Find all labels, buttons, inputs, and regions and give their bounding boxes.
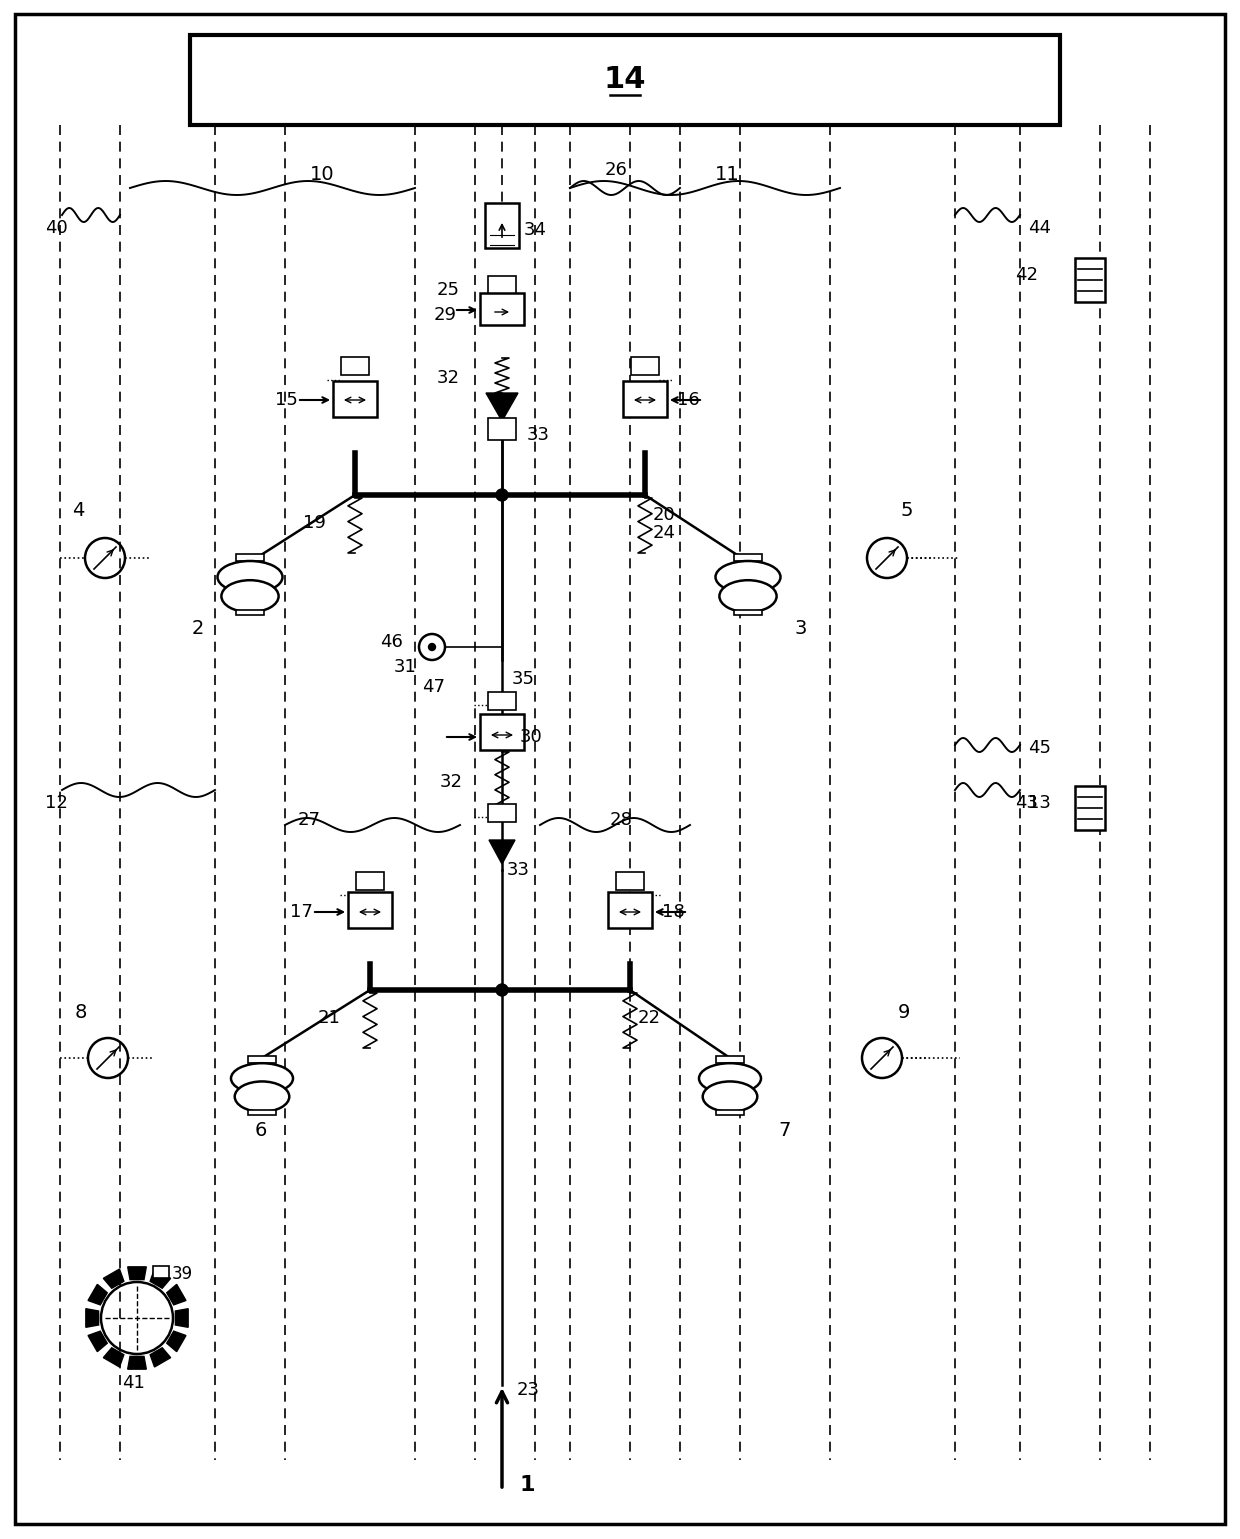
Ellipse shape xyxy=(231,1063,293,1094)
Ellipse shape xyxy=(715,562,780,593)
Text: 33: 33 xyxy=(527,426,551,443)
Bar xyxy=(236,609,264,616)
Polygon shape xyxy=(486,392,518,422)
Ellipse shape xyxy=(699,1063,761,1094)
Polygon shape xyxy=(150,1270,171,1288)
Text: 43: 43 xyxy=(1016,794,1038,813)
Text: 11: 11 xyxy=(715,166,740,185)
Text: 20: 20 xyxy=(653,506,676,523)
Text: 13: 13 xyxy=(1028,794,1050,813)
Ellipse shape xyxy=(222,580,279,613)
Polygon shape xyxy=(166,1285,186,1305)
Bar xyxy=(734,609,763,616)
Bar xyxy=(631,357,658,376)
Polygon shape xyxy=(166,1331,186,1351)
Text: 29: 29 xyxy=(434,306,458,325)
Text: 6: 6 xyxy=(255,1120,268,1139)
Bar xyxy=(248,1110,275,1114)
Bar xyxy=(341,357,370,376)
Text: 16: 16 xyxy=(677,391,699,409)
Polygon shape xyxy=(88,1285,108,1305)
Bar xyxy=(334,382,377,417)
Text: 39: 39 xyxy=(172,1265,193,1284)
Bar xyxy=(489,693,516,709)
Polygon shape xyxy=(86,1308,99,1327)
Bar xyxy=(248,1056,275,1063)
Bar xyxy=(153,1265,169,1277)
Polygon shape xyxy=(489,840,515,863)
Text: 3: 3 xyxy=(795,619,807,637)
Text: 25: 25 xyxy=(436,282,460,299)
Text: 1: 1 xyxy=(520,1474,536,1494)
Text: 31: 31 xyxy=(394,659,417,676)
Text: 44: 44 xyxy=(1028,219,1052,237)
Text: 32: 32 xyxy=(440,773,463,791)
Bar xyxy=(348,893,392,928)
Bar xyxy=(356,873,384,890)
Text: 34: 34 xyxy=(525,222,547,239)
Text: 21: 21 xyxy=(317,1010,341,1027)
Text: 35: 35 xyxy=(512,669,534,688)
Text: 42: 42 xyxy=(1016,266,1038,285)
Text: 27: 27 xyxy=(298,811,321,830)
Text: 8: 8 xyxy=(74,1002,87,1022)
Polygon shape xyxy=(175,1308,188,1327)
Text: 17: 17 xyxy=(290,903,312,920)
Text: 46: 46 xyxy=(379,633,403,651)
Bar xyxy=(622,382,667,417)
Bar xyxy=(489,419,516,440)
Text: 41: 41 xyxy=(122,1374,145,1391)
Bar xyxy=(1075,259,1105,302)
Text: 22: 22 xyxy=(639,1010,661,1027)
Polygon shape xyxy=(128,1356,146,1370)
Text: 12: 12 xyxy=(45,794,68,813)
Bar xyxy=(489,275,516,295)
Text: 23: 23 xyxy=(517,1380,539,1399)
Circle shape xyxy=(496,489,508,502)
Text: 30: 30 xyxy=(520,728,543,746)
Bar xyxy=(734,554,763,562)
Bar xyxy=(190,35,1060,125)
Text: 47: 47 xyxy=(422,679,445,696)
Bar xyxy=(480,292,525,325)
Ellipse shape xyxy=(217,562,283,593)
Bar xyxy=(236,554,264,562)
Text: 32: 32 xyxy=(436,369,460,386)
Text: 10: 10 xyxy=(310,166,335,185)
Bar xyxy=(480,714,525,749)
Text: 9: 9 xyxy=(898,1002,910,1022)
Text: 7: 7 xyxy=(777,1120,790,1139)
Text: 40: 40 xyxy=(45,219,68,237)
Ellipse shape xyxy=(234,1082,289,1111)
Text: 18: 18 xyxy=(662,903,684,920)
Bar xyxy=(717,1110,744,1114)
Ellipse shape xyxy=(703,1082,758,1111)
Polygon shape xyxy=(88,1331,108,1351)
Text: 45: 45 xyxy=(1028,739,1052,757)
Text: 33: 33 xyxy=(507,860,529,879)
Ellipse shape xyxy=(719,580,776,613)
Text: 14: 14 xyxy=(604,66,646,94)
Bar xyxy=(616,873,644,890)
Text: 19: 19 xyxy=(303,514,326,532)
Text: 2: 2 xyxy=(192,619,205,637)
Text: 28: 28 xyxy=(610,811,632,830)
Bar xyxy=(717,1056,744,1063)
Polygon shape xyxy=(103,1270,124,1288)
Polygon shape xyxy=(128,1267,146,1279)
Bar xyxy=(1075,786,1105,830)
Text: 24: 24 xyxy=(653,523,676,542)
Text: 4: 4 xyxy=(72,500,84,520)
Circle shape xyxy=(429,643,435,651)
Text: 5: 5 xyxy=(900,500,913,520)
Text: 15: 15 xyxy=(275,391,298,409)
Bar xyxy=(608,893,652,928)
Bar xyxy=(485,203,520,248)
Polygon shape xyxy=(103,1348,124,1367)
Circle shape xyxy=(496,983,508,996)
Polygon shape xyxy=(150,1348,171,1367)
Text: 26: 26 xyxy=(605,162,627,179)
Bar xyxy=(489,803,516,822)
